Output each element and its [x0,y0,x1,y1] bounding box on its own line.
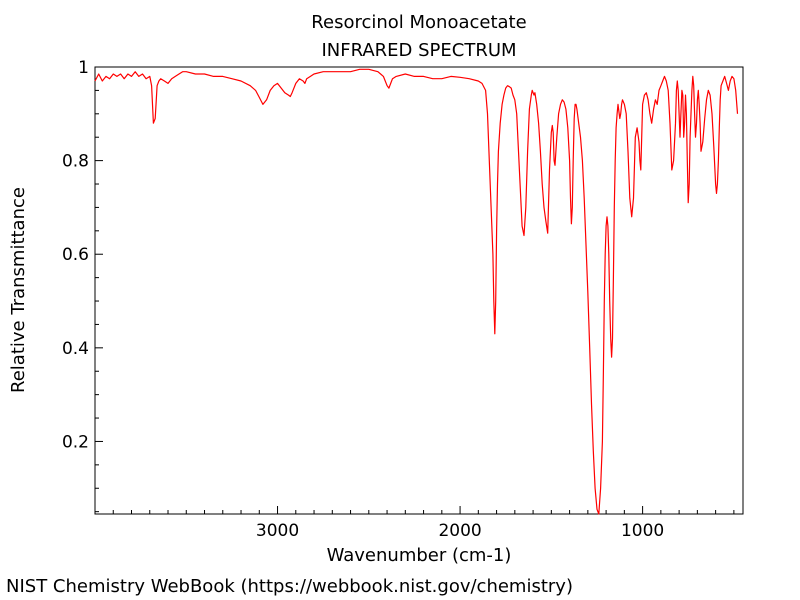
plot-frame [94,66,744,515]
footer-source: NIST Chemistry WebBook (https://webbook.… [6,576,573,597]
chart-title: Resorcinol Monoacetate [311,12,526,33]
y-axis-label: Relative Transmittance [8,187,29,393]
y-tick-label: 0.2 [62,432,89,452]
x-tick-label: 2000 [438,521,481,541]
chart-subtitle: INFRARED SPECTRUM [321,40,516,61]
x-tick-label: 1000 [621,521,664,541]
spectrum-line [94,68,739,515]
x-axis-label: Wavenumber (cm-1) [327,545,512,566]
y-tick-label: 0.6 [62,245,89,265]
axis-ticks: 3000 2000 1000 0.2 0.4 0.6 0.8 1 [62,58,735,541]
x-tick-label: 3000 [256,521,299,541]
y-tick-label: 0.8 [62,152,89,172]
y-tick-label: 1 [78,58,89,78]
y-tick-label: 0.4 [62,339,89,359]
